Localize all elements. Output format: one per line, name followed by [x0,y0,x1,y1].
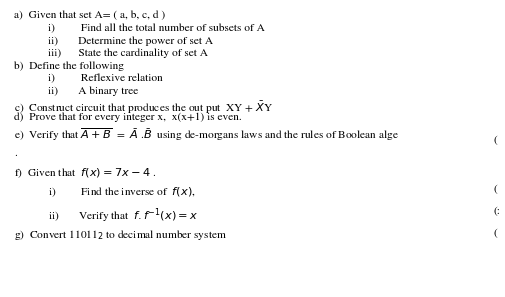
Text: a)  Given that set A= ( a, b, c, d ): a) Given that set A= ( a, b, c, d ) [14,11,165,20]
Text: ii)       A binary tree: ii) A binary tree [48,86,138,96]
Text: i)         Find the inverse of  $f(x)$,: i) Find the inverse of $f(x)$, [48,185,195,199]
Text: f)  Given that  $f(x)=7x-4$ .: f) Given that $f(x)=7x-4$ . [14,166,156,180]
Text: ii)       Verify that  $f.f^{-1}(x) = x$: ii) Verify that $f.f^{-1}(x) = x$ [48,206,198,225]
Text: (: ( [492,185,496,194]
Text: iii)      State the cardinality of set A: iii) State the cardinality of set A [48,49,208,58]
Text: b)  Define the following: b) Define the following [14,61,124,71]
Text: i)         Reflexive relation: i) Reflexive relation [48,74,163,83]
Text: (: ( [492,228,496,238]
Text: (: ( [492,135,496,145]
Text: e)  Verify that $\overline{A+B}$  =  $\bar{A}$ .$\bar{B}$  using de-morgans laws: e) Verify that $\overline{A+B}$ = $\bar{… [14,126,398,143]
Text: g)  Convert 11011$_2$ to decimal number system: g) Convert 11011$_2$ to decimal number s… [14,228,227,242]
Text: .: . [14,148,17,158]
Text: ii)       Determine the power of set A: ii) Determine the power of set A [48,36,213,46]
Text: i)         Find all the total number of subsets of A: i) Find all the total number of subsets … [48,24,265,33]
Text: d)  Prove that for every integer x,  x(x+1) is even.: d) Prove that for every integer x, x(x+1… [14,112,241,122]
Text: (:: (: [492,206,499,216]
Text: c)  Construct circuit that produces the out put  XY + $\bar{X}$Y: c) Construct circuit that produces the o… [14,100,273,116]
